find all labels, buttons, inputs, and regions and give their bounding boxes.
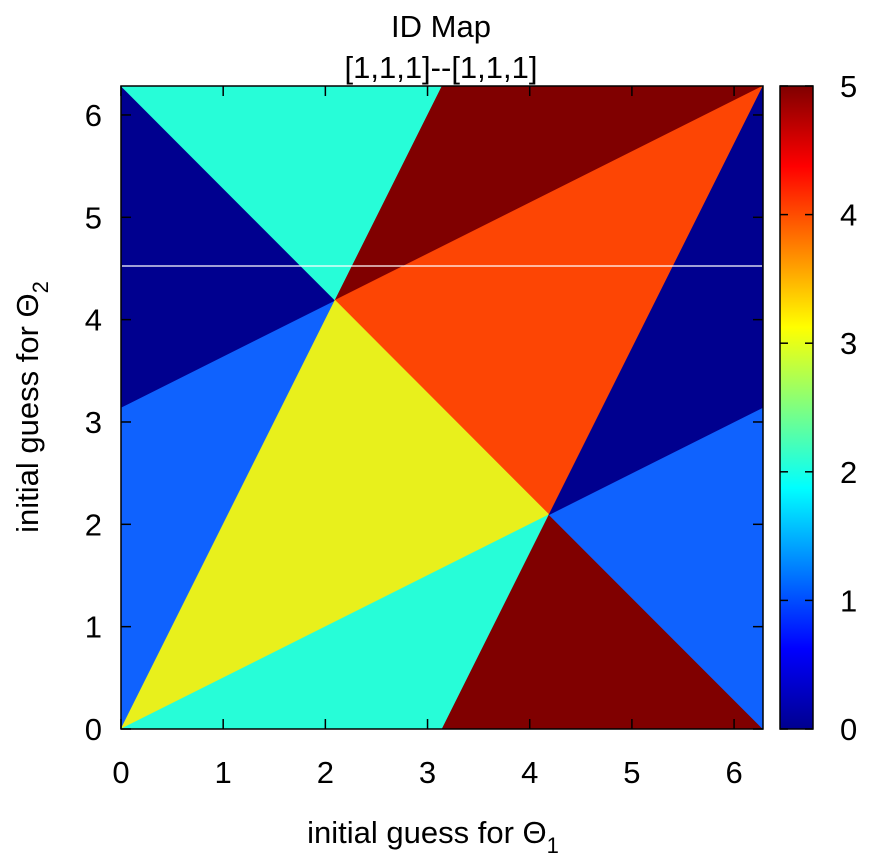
y-tick-label: 0 [85,712,102,747]
x-tick-label: 0 [112,755,129,790]
x-tick-label: 5 [623,755,640,790]
plot-area [120,85,764,730]
y-tick-label: 4 [85,303,102,338]
x-axis-ticks: 0 1 2 3 4 5 6 [112,86,743,790]
x-tick-label: 1 [215,755,232,790]
chart-subtitle: [1,1,1]--[1,1,1] [345,50,538,85]
y-axis-label: initial guess for Θ2 [10,281,53,533]
y-tick-label: 1 [85,610,102,645]
y-tick-label: 6 [85,98,102,133]
colorbar-tick-label: 3 [840,326,857,361]
x-tick-label: 4 [521,755,538,790]
x-axis-label: initial guess for Θ1 [307,815,559,858]
colorbar-tick-label: 5 [840,69,857,104]
y-tick-label: 5 [85,200,102,235]
x-tick-label: 2 [317,755,334,790]
colorbar-tick-label: 2 [840,455,857,490]
y-tick-label: 2 [85,507,102,542]
colorbar-tick-label: 0 [840,712,857,747]
y-tick-label: 3 [85,405,102,440]
colorbar-tick-label: 1 [840,583,857,618]
chart-title: ID Map [391,9,491,44]
colorbar-tick-label: 4 [840,198,857,233]
y-axis-ticks: 0 1 2 3 4 5 6 [85,98,763,747]
plot-frame [120,85,764,730]
x-tick-label: 6 [725,755,742,790]
colorbar-ticks: 0 1 2 3 4 5 [780,69,857,747]
colorbar [779,85,814,730]
x-tick-label: 3 [419,755,436,790]
